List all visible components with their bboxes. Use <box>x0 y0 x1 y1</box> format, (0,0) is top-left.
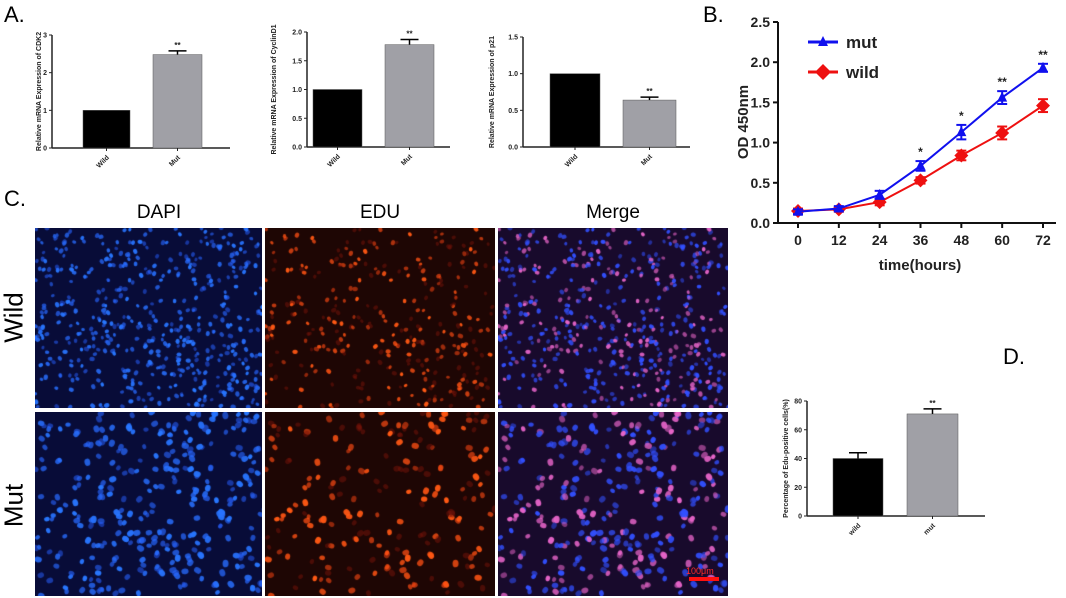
significance-marker: ** <box>174 41 181 50</box>
y-axis-label: OD 450nm <box>735 85 752 159</box>
bar-wild <box>549 73 601 148</box>
y-axis-label: Relative mRNA Expression of CyclinD1 <box>271 24 278 154</box>
x-tick-label: Mut <box>640 153 654 167</box>
significance-marker: ** <box>406 29 413 38</box>
panel-label-b: B. <box>703 2 724 27</box>
data-point-mut <box>997 91 1008 102</box>
y-tick-label: 0.0 <box>508 145 518 152</box>
y-tick-label: 1.0 <box>751 135 771 151</box>
scale-bar <box>689 577 719 581</box>
x-tick-label: Wild <box>96 154 111 169</box>
y-tick-label: 0 <box>43 146 47 153</box>
x-tick-label: Mut <box>400 153 414 167</box>
y-tick-label: 0.5 <box>508 108 518 115</box>
bar-wild <box>832 458 884 517</box>
x-tick-label: 36 <box>913 232 929 248</box>
x-tick-label: 0 <box>794 232 802 248</box>
y-tick-label: 1 <box>43 108 47 115</box>
y-axis-label: Relative mRNA Expression of CDK2 <box>36 32 43 151</box>
y-axis-label: Relative mRNA Expression of p21 <box>489 36 496 148</box>
image-wild-dapi <box>35 228 262 408</box>
x-tick-label: mut <box>923 522 937 536</box>
data-point-mut <box>833 202 844 213</box>
column-header-edu: EDU <box>359 202 401 223</box>
x-tick-label: 72 <box>1035 232 1051 248</box>
bar-mut <box>906 413 959 517</box>
y-tick-label: 20 <box>794 485 802 492</box>
column-header-dapi: DAPI <box>136 202 182 223</box>
y-tick-label: 1.0 <box>508 71 518 78</box>
x-tick-label: 60 <box>994 232 1010 248</box>
scale-bar-label: 100μm <box>686 566 714 576</box>
x-tick-label: 12 <box>831 232 847 248</box>
legend-label-mut: mut <box>846 33 878 52</box>
data-point-mut <box>956 126 967 137</box>
x-tick-label: 24 <box>872 232 888 248</box>
y-tick-label: 60 <box>794 427 802 434</box>
y-tick-label: 3 <box>43 33 47 40</box>
panel-label-a: A. <box>4 2 25 27</box>
bar-wild <box>312 89 363 148</box>
image-wild-edu <box>265 228 495 408</box>
y-tick-label: 1.5 <box>751 94 771 110</box>
y-tick-label: 40 <box>794 456 802 463</box>
data-point-mut <box>874 188 885 199</box>
legend-marker-mut <box>818 36 828 46</box>
significance-marker: * <box>918 145 923 159</box>
bar-wild <box>82 110 131 149</box>
column-header-merge: Merge <box>586 202 640 223</box>
x-tick-label: 48 <box>954 232 970 248</box>
image-mut-merge <box>498 412 728 596</box>
y-tick-label: 0 <box>798 514 802 521</box>
y-tick-label: 0.0 <box>292 145 302 152</box>
data-point-mut <box>915 159 926 170</box>
image-mut-edu <box>265 412 495 596</box>
y-tick-label: 0.0 <box>751 215 771 231</box>
panel-label-d: D. <box>1003 344 1025 369</box>
x-axis-label: time(hours) <box>879 257 962 274</box>
significance-marker: ** <box>1038 48 1048 62</box>
y-tick-label: 1.5 <box>508 35 518 42</box>
significance-marker: ** <box>929 399 936 408</box>
bar-mut <box>622 99 677 148</box>
image-mut-dapi <box>35 412 262 596</box>
image-wild-merge <box>498 228 728 408</box>
data-point-wild <box>1036 98 1050 113</box>
x-tick-label: Wild <box>564 153 579 168</box>
y-tick-label: 2.0 <box>292 30 302 37</box>
x-tick-label: Wild <box>327 153 342 168</box>
y-tick-label: 1.5 <box>292 58 302 65</box>
y-tick-label: 2 <box>43 70 47 77</box>
legend-marker-wild <box>815 64 831 80</box>
x-tick-label: Mut <box>168 154 182 168</box>
significance-marker: * <box>959 109 964 123</box>
legend-label-wild: wild <box>845 63 879 82</box>
y-tick-label: 80 <box>794 399 802 406</box>
data-point-wild <box>995 125 1010 140</box>
significance-marker: ** <box>646 87 653 96</box>
y-tick-label: 2.0 <box>751 54 771 70</box>
data-point-wild <box>913 173 928 188</box>
bar-mut <box>384 44 435 148</box>
x-tick-label: wild <box>847 522 862 537</box>
panel-label-c: C. <box>4 186 26 211</box>
data-point-mut <box>1038 61 1048 72</box>
y-tick-label: 1.0 <box>292 87 302 94</box>
y-tick-label: 2.5 <box>751 14 771 30</box>
y-tick-label: 0.5 <box>751 175 771 191</box>
y-axis-label: Percentage of Edu-positive cells(%) <box>783 399 790 518</box>
data-point-mut <box>793 205 803 216</box>
significance-marker: ** <box>997 75 1007 89</box>
data-point-wild <box>954 148 969 163</box>
bar-mut <box>152 54 203 149</box>
y-tick-label: 0.5 <box>292 116 302 123</box>
